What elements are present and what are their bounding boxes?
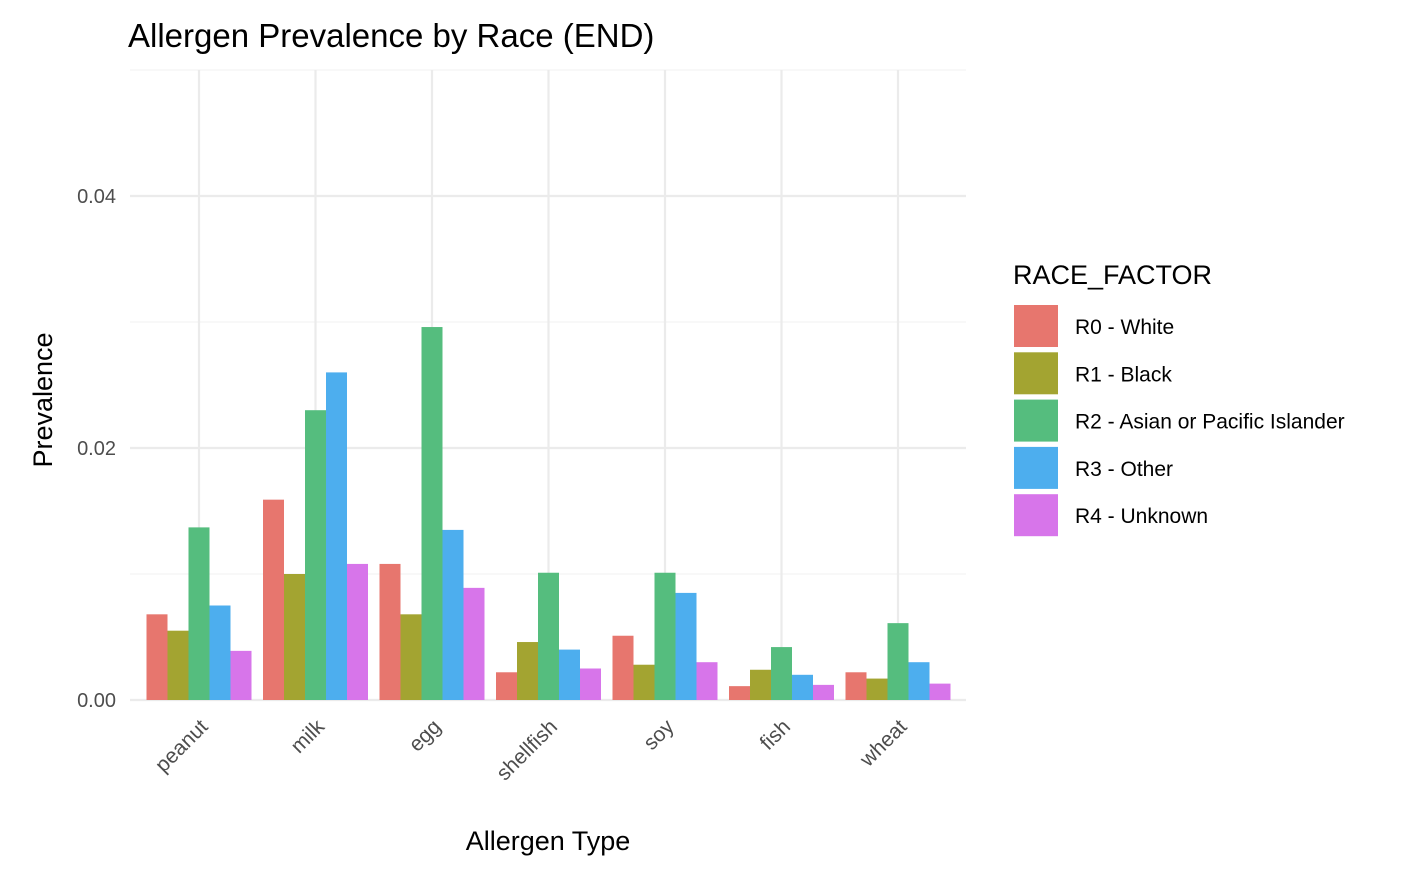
bar [347,563,368,700]
x-tick-label: fish [756,715,795,754]
bar [866,678,888,700]
bar [675,592,697,700]
y-tick-label: 0.04 [77,186,116,208]
bar [209,605,231,700]
bar [284,574,305,700]
bar [654,572,676,700]
x-tick-label: egg [404,715,445,756]
bar [421,327,443,700]
legend: RACE_FACTOR R0 - White R1 - Black R2 - Asi… [1013,260,1345,537]
bar [146,614,168,700]
x-tick-label: peanut [151,715,213,777]
legend-label: R1 - Black [1075,363,1172,386]
y-tick-label: 0.00 [77,690,116,712]
bar [167,630,189,700]
bar [263,499,284,700]
legend-label: R2 - Asian or Pacific Islander [1075,411,1345,434]
bar [633,664,655,700]
bar [729,686,750,700]
bar [771,647,792,700]
legend-items: R0 - White R1 - Black R2 - Asian or Pacifi… [1014,305,1345,537]
x-axis: peanut milk egg shellfish soy fish wheat [151,715,912,785]
bar [580,668,601,700]
bar [908,662,930,700]
bar [538,572,559,700]
x-tick-label: soy [639,715,679,755]
y-axis: 0.00 0.02 0.04 [77,186,116,712]
bar [326,372,347,700]
legend-swatch [1014,446,1058,489]
y-axis-title: Prevalence [28,332,58,467]
bar [379,563,401,700]
bar [845,672,867,700]
bar [305,410,326,700]
bars [146,327,951,700]
bar [559,649,580,700]
bar [792,674,813,700]
x-tick-label: wheat [855,715,912,772]
legend-label: R0 - White [1075,316,1174,339]
legend-label: R3 - Other [1075,458,1173,481]
bar [696,662,718,700]
bar [887,623,909,700]
bar [230,650,252,700]
x-tick-label: shellfish [492,715,562,785]
y-tick-label: 0.02 [77,438,116,460]
bar [400,614,422,700]
bar [517,642,538,700]
legend-swatch [1014,399,1058,442]
chart-title: Allergen Prevalence by Race (END) [128,17,654,54]
bar [463,587,485,700]
legend-swatch [1014,494,1058,537]
x-axis-title: Allergen Type [466,826,631,856]
x-tick-label: milk [286,715,329,758]
legend-swatch [1014,305,1058,347]
legend-label: R4 - Unknown [1075,505,1208,528]
bar [929,683,951,700]
bar [813,684,834,700]
legend-swatch [1014,352,1058,395]
bar [612,635,634,700]
bar [496,672,517,700]
legend-title: RACE_FACTOR [1013,260,1212,290]
bar [750,669,771,700]
bar [188,527,210,700]
bar [442,529,464,700]
